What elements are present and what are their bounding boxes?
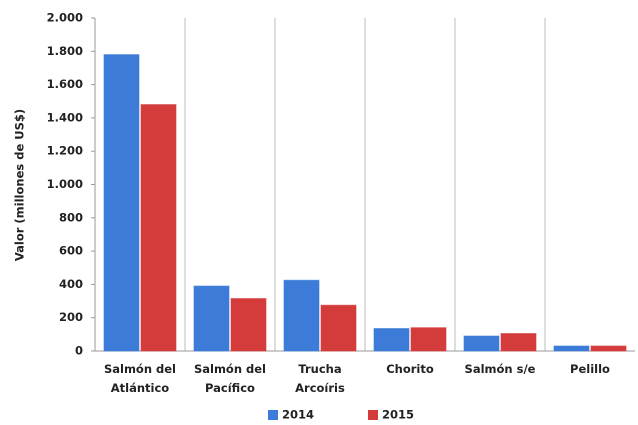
bar (553, 345, 590, 352)
legend-label: 2015 (382, 408, 414, 422)
legend-swatch (368, 410, 378, 420)
x-tick-label: Salmón del Atlántico (103, 362, 177, 395)
y-tick-label: 1.000 (47, 177, 83, 191)
y-tick-label: 200 (59, 310, 83, 324)
x-tick-label: Pelillo (570, 362, 610, 376)
y-tick-label: 1.200 (47, 144, 83, 158)
y-tick-label: 2.000 (47, 11, 83, 25)
bar (410, 327, 447, 352)
legend-swatch (268, 410, 278, 420)
bar (230, 298, 267, 352)
bar (373, 328, 410, 352)
bar (103, 54, 140, 352)
bar (590, 345, 627, 352)
x-tick-label: Salmón s/e (464, 362, 536, 376)
x-tick-label: Chorito (386, 362, 434, 376)
legend-label: 2014 (282, 408, 314, 422)
y-tick-label: 600 (59, 244, 83, 258)
x-tick-label: Salmón del Pacífico (193, 362, 267, 395)
x-tick-label: Trucha Arcoíris (295, 362, 345, 395)
bar (193, 285, 230, 352)
bar (463, 335, 500, 352)
y-tick-label: 0 (75, 344, 83, 358)
y-tick-label: 400 (59, 277, 83, 291)
bar (500, 333, 537, 352)
y-tick-label: 1.400 (47, 110, 83, 124)
y-tick-label: 1.600 (47, 77, 83, 91)
y-tick-label: 800 (59, 210, 83, 224)
bar (283, 279, 320, 352)
bar (140, 104, 177, 352)
bar (320, 304, 357, 352)
y-axis-label: Valor (millones de US$) (13, 109, 27, 261)
y-tick-label: 1.800 (47, 44, 83, 58)
